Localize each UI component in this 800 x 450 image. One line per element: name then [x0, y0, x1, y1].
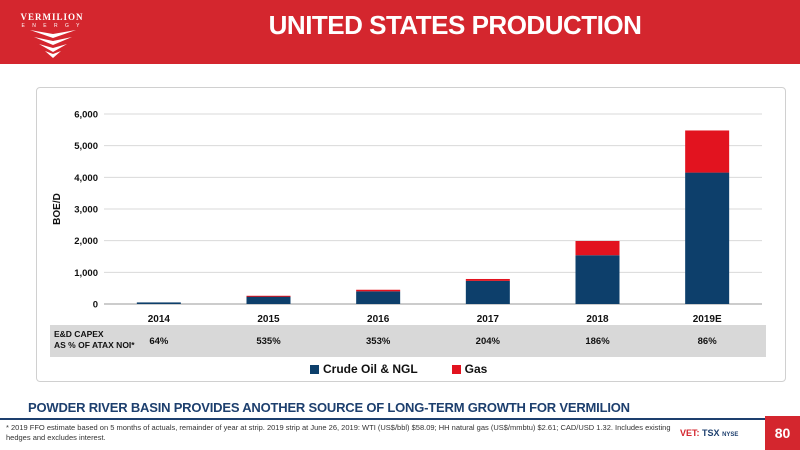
y-tick-label: 2,000: [74, 236, 98, 247]
logo-wordmark: VERMILION: [20, 12, 84, 22]
legend-item-gas: Gas: [451, 362, 488, 376]
x-tick-label: 2015: [257, 314, 280, 325]
ticker-vet: VET:: [680, 428, 700, 438]
footer-tagline: POWDER RIVER BASIN PROVIDES ANOTHER SOUR…: [28, 400, 630, 415]
bar-oil-2018: [575, 255, 620, 304]
bar-gas-2016: [356, 289, 401, 292]
bar-gas-2017: [465, 278, 510, 281]
y-tick-label: 3,000: [74, 205, 98, 216]
capex-value-2017: 204%: [475, 336, 500, 347]
page-title: UNITED STATES PRODUCTION: [268, 10, 642, 40]
bar-gas-2015: [246, 295, 291, 297]
y-tick-label: 5,000: [74, 141, 98, 152]
chart-legend: Crude Oil & NGL Gas: [310, 362, 521, 376]
y-tick-label: 0: [93, 300, 98, 311]
page-number: 80: [765, 416, 800, 450]
bar-oil-2019E: [685, 172, 730, 304]
capex-value-2016: 353%: [366, 336, 391, 347]
logo-chevron-icon: [30, 30, 76, 58]
capex-value-2019E: 86%: [697, 336, 717, 347]
bar-oil-2014: [136, 302, 181, 304]
capex-label-line1: E&D CAPEX: [54, 329, 104, 339]
company-logo: VERMILION E N E R G Y: [0, 0, 110, 64]
legend-swatch-oil: [310, 364, 319, 374]
capex-label: E&D CAPEX AS % OF ATAX NOI*: [54, 329, 135, 351]
legend-swatch-gas: [451, 364, 461, 374]
footer-rule: [0, 418, 765, 420]
x-tick-label: 2014: [148, 314, 171, 325]
x-tick-label: 2017: [477, 314, 500, 325]
x-tick-label: 2019E: [693, 314, 722, 325]
footnote: * 2019 FFO estimate based on 5 months of…: [6, 423, 671, 442]
production-chart: 0 1,000 2,000 3,000 4,000 5,000 6,000 BOE/D 2014…: [52, 110, 762, 325]
legend-label-gas: Gas: [464, 362, 488, 376]
capex-value-2015: 535%: [256, 336, 281, 347]
capex-value-2018: 186%: [585, 336, 610, 347]
bar-oil-2017: [465, 280, 510, 304]
capex-band: [50, 325, 766, 357]
header-bar: VERMILION E N E R G Y UNITED STATES PROD…: [0, 0, 800, 64]
x-tick-label: 2016: [367, 314, 390, 325]
bar-gas-2018: [575, 240, 620, 256]
y-tick-label: 6,000: [74, 110, 98, 121]
capex-label-line2: AS % OF ATAX NOI*: [54, 340, 135, 350]
legend-label-oil: Crude Oil & NGL: [323, 362, 418, 376]
bar-oil-2015: [246, 296, 291, 304]
y-tick-label: 4,000: [74, 173, 98, 184]
logo-subtitle: E N E R G Y: [21, 23, 83, 29]
legend-item-oil: Crude Oil & NGL: [310, 362, 418, 376]
stock-ticker: VET: TSX NYSE: [680, 428, 738, 438]
ticker-tsx: TSX: [702, 428, 720, 438]
bar-oil-2016: [356, 291, 401, 304]
ticker-nyse: NYSE: [722, 432, 739, 438]
bar-gas-2019E: [685, 130, 730, 173]
x-tick-label: 2018: [586, 314, 609, 325]
capex-value-2014: 64%: [149, 336, 169, 347]
y-tick-label: 1,000: [74, 268, 98, 279]
y-axis-title: BOE/D: [52, 193, 63, 225]
